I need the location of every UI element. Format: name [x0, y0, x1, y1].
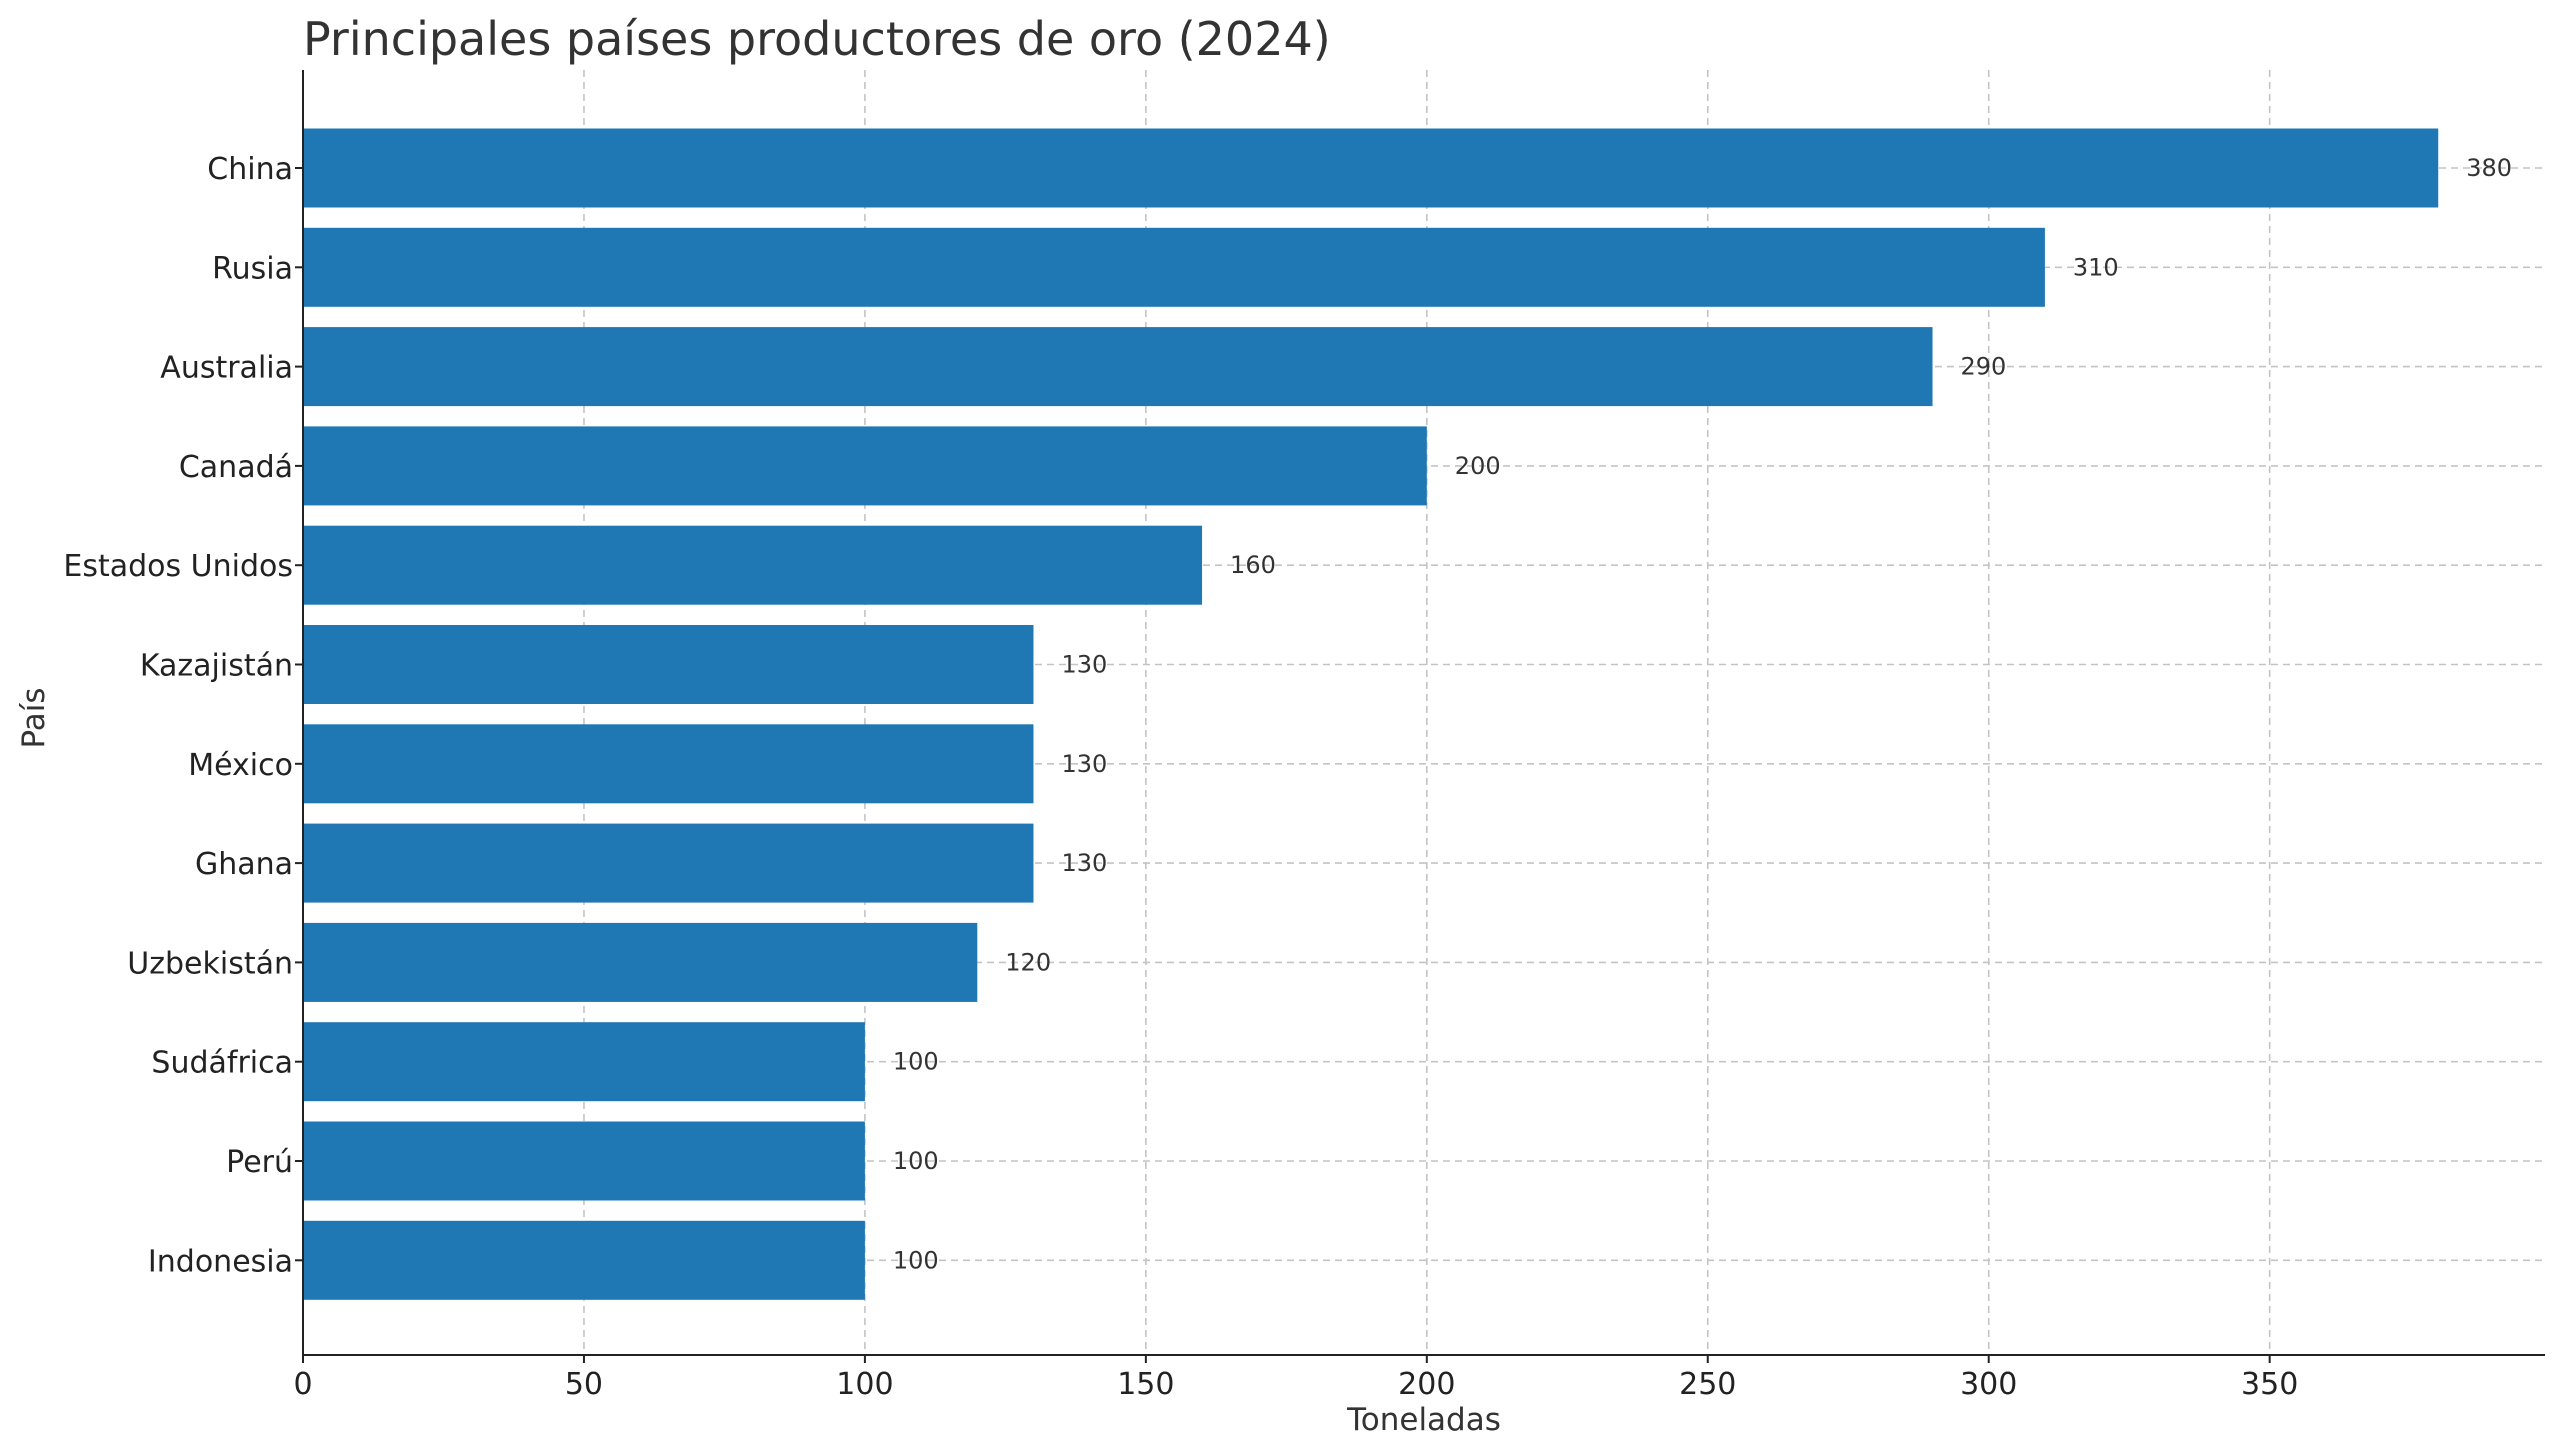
data-label: 100 [893, 1048, 939, 1076]
y-tick-label: Kazajistán [140, 649, 293, 684]
data-label: 200 [1455, 452, 1501, 480]
y-tick-label: China [207, 152, 293, 187]
x-tick-label: 300 [1960, 1367, 2017, 1402]
y-tick-label: México [188, 748, 293, 783]
bar-8 [303, 922, 978, 1002]
y-tick-label: Perú [226, 1145, 293, 1180]
bar-11 [303, 1220, 865, 1300]
x-tick-label: 150 [1117, 1367, 1174, 1402]
chart-title: Principales países productores de oro (2… [303, 12, 1331, 66]
y-tick-label: Canadá [179, 450, 293, 485]
data-labels: 380 310 290 200 160 130 130 130 120 100 100 100 [893, 154, 2512, 1274]
bar-1 [303, 227, 2045, 307]
axes [302, 70, 2545, 1356]
bar-3 [303, 426, 1427, 506]
x-axis-label: Toneladas [1346, 1402, 1501, 1438]
data-label: 130 [1061, 750, 1107, 778]
x-tick-label: 250 [1679, 1367, 1736, 1402]
x-tick-label: 200 [1398, 1367, 1455, 1402]
x-tick-label: 350 [2241, 1367, 2298, 1402]
y-axis-label: País [16, 687, 52, 748]
data-label: 290 [1961, 353, 2007, 381]
bar-10 [303, 1121, 865, 1201]
bar-9 [303, 1022, 865, 1102]
bar-5 [303, 625, 1034, 704]
bar-7 [303, 823, 1034, 903]
x-tick-label: 100 [836, 1367, 893, 1402]
data-label: 100 [893, 1246, 939, 1274]
y-tick-label: Australia [160, 351, 293, 386]
data-label: 160 [1230, 551, 1276, 579]
x-tick-label: 0 [293, 1367, 312, 1402]
bar-0 [303, 128, 2439, 208]
y-tick-label: Indonesia [148, 1244, 293, 1279]
data-label: 310 [2073, 253, 2119, 281]
y-tick-label: Rusia [212, 251, 293, 286]
data-label: 100 [893, 1147, 939, 1175]
y-tick-label: Uzbekistán [127, 946, 293, 981]
y-tick-label: Sudáfrica [151, 1046, 293, 1081]
y-tick-label: Ghana [195, 847, 293, 882]
bars [303, 128, 2439, 1300]
bar-6 [303, 724, 1034, 804]
bar-4 [303, 525, 1203, 605]
data-label: 120 [1005, 948, 1051, 976]
bar-2 [303, 327, 1933, 407]
y-ticks: China Rusia Australia Canadá Estados Unidos K… [63, 152, 303, 1279]
data-label: 130 [1061, 651, 1107, 679]
x-ticks: 0 50 100 150 200 250 300 350 [293, 1355, 2298, 1402]
data-label: 380 [2466, 154, 2512, 182]
data-label: 130 [1061, 849, 1107, 877]
y-tick-label: Estados Unidos [63, 549, 293, 584]
x-tick-label: 50 [565, 1367, 603, 1402]
